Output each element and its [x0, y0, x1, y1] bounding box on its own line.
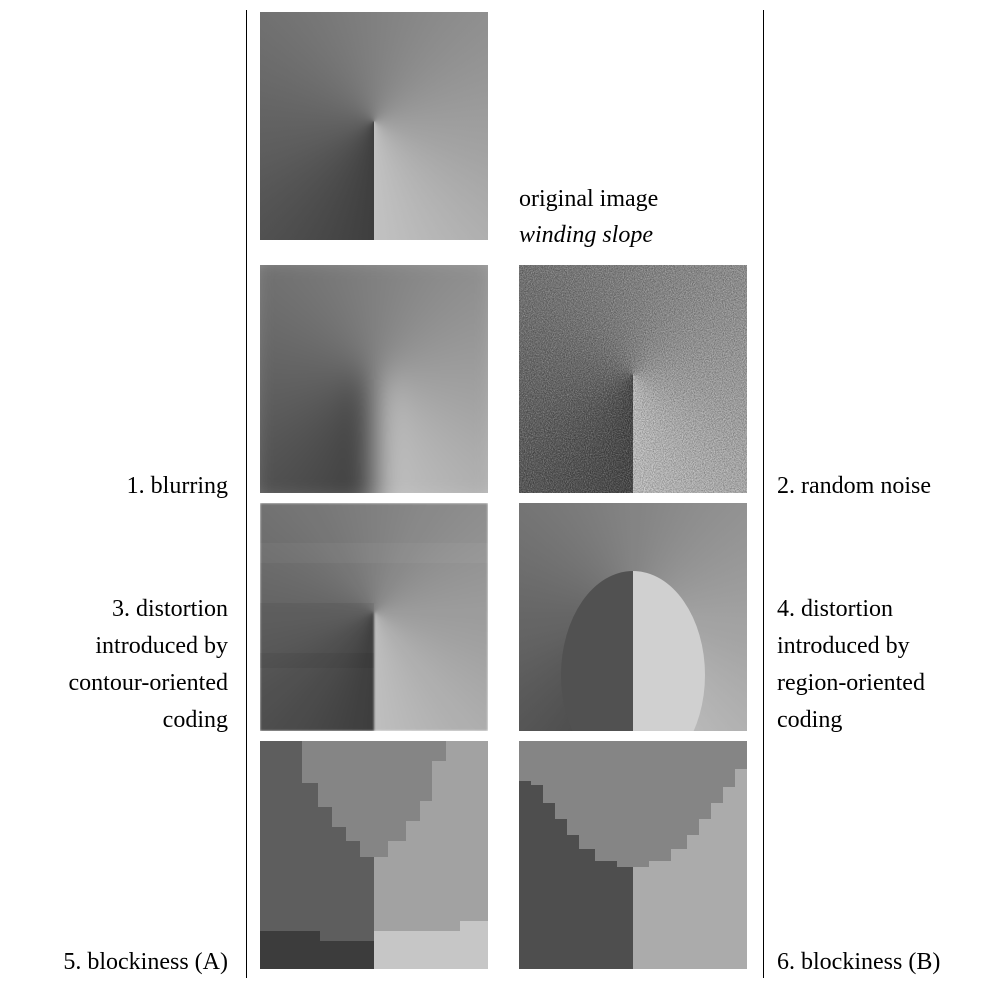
caption: original image: [519, 181, 658, 217]
noisy-image: [519, 265, 747, 493]
region-coded-image: [519, 503, 747, 731]
label-line: 3. distortion: [69, 591, 228, 628]
original-caption: original image winding slope: [519, 181, 658, 253]
label-line: 2. random noise: [777, 468, 931, 505]
separator: [246, 10, 247, 978]
label-line: introduced by: [69, 628, 228, 665]
blocky-image-b: [519, 741, 747, 969]
image-name: winding slope: [519, 217, 658, 253]
label-line: 5. blockiness (A): [63, 944, 228, 981]
blocky-image-a: [260, 741, 488, 969]
noise: [519, 265, 747, 493]
label-line: contour-oriented: [69, 665, 228, 702]
contour-coded-image: [260, 503, 488, 731]
label-line: 6. blockiness (B): [777, 944, 940, 981]
label-line: 1. blurring: [127, 468, 228, 505]
blurred-image: [260, 265, 488, 493]
label-line: 4. distortion: [777, 591, 925, 628]
right-label: 2. random noise: [777, 468, 931, 505]
separator: [763, 10, 764, 978]
original-image: [260, 12, 488, 240]
left-label: 5. blockiness (A): [63, 944, 228, 981]
label-line: introduced by: [777, 628, 925, 665]
label-line: coding: [777, 702, 925, 739]
regions: [519, 503, 747, 731]
blocks: [260, 741, 488, 969]
blocks: [519, 741, 747, 969]
label-line: coding: [69, 702, 228, 739]
label-line: region-oriented: [777, 665, 925, 702]
right-label: 6. blockiness (B): [777, 944, 940, 981]
left-label: 1. blurring: [127, 468, 228, 505]
artifacts: [260, 503, 488, 731]
figure-page: original image winding slope: [0, 0, 997, 978]
